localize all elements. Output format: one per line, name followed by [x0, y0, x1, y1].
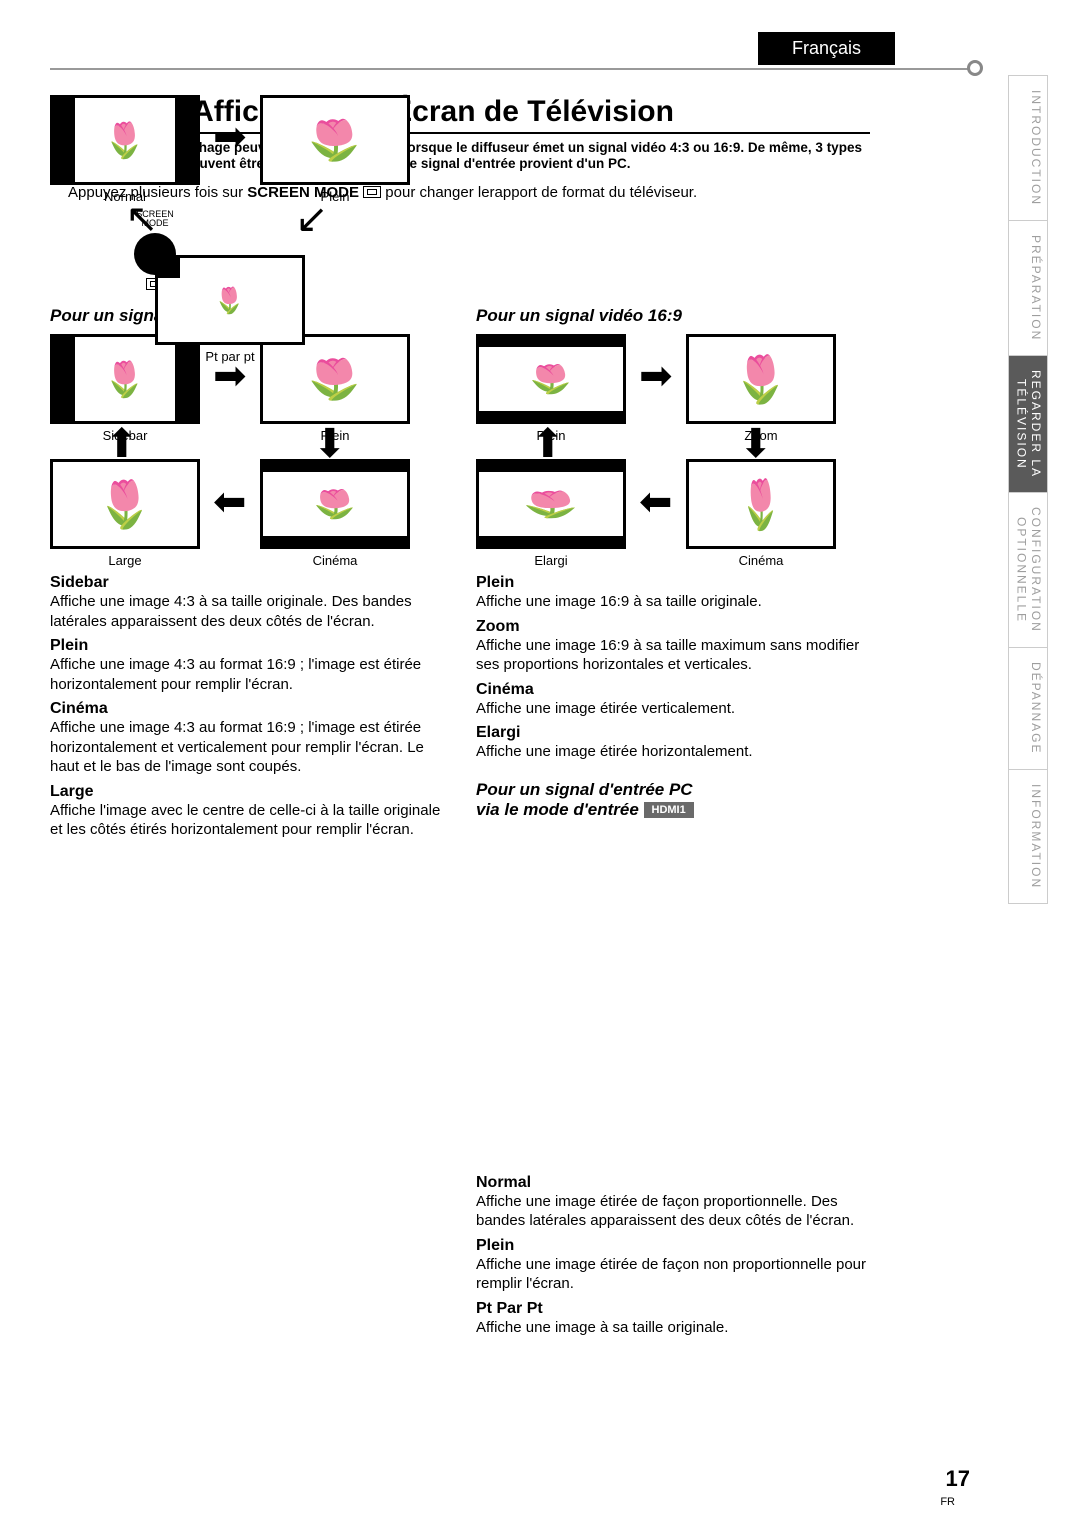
label-ptparpt: Pt par pt	[155, 349, 305, 364]
term: Large	[50, 783, 444, 801]
col-16-9: Pour un signal vidéo 16:9 🌷 Plein 🌷 Zoom…	[476, 306, 870, 1337]
instr-post: pour changer lerapport de format du télé…	[381, 184, 697, 201]
desc: Affiche une image 16:9 à sa taille origi…	[476, 592, 870, 612]
arrow-down-icon: ⬇	[739, 424, 773, 464]
tab-configuration[interactable]: CONFIGURATION OPTIONNELLE	[1008, 492, 1048, 647]
arrow-up-icon: ⬆	[531, 424, 565, 464]
term: Cinéma	[476, 681, 870, 699]
tulip-icon: 🌷	[511, 492, 591, 517]
term: Plein	[50, 637, 444, 655]
tab-preparation[interactable]: PRÉPARATION	[1008, 220, 1048, 355]
desc: Affiche une image à sa taille originale.	[476, 1318, 870, 1338]
mode-large: LargeAffiche l'image avec le centre de c…	[50, 783, 444, 840]
tulip-icon: 🌷	[298, 120, 372, 159]
tulip-icon: 🌷	[305, 490, 365, 518]
subhead-16-9: Pour un signal vidéo 16:9	[476, 306, 870, 326]
tv-plein: 🌷	[476, 334, 626, 424]
cycle-diagram-pc: 🌷 Normal 🌷 Plein 🌷 Pt par pt ➡ ↖ ↙	[476, 828, 846, 1168]
page-language: FR	[940, 1496, 955, 1508]
tulip-icon: 🌷	[214, 287, 246, 312]
arrow-right-icon: ➡	[213, 117, 247, 157]
label-cinema: Cinéma	[260, 553, 410, 568]
term: Plein	[476, 574, 870, 592]
mode-cinema: CinémaAffiche une image 4:3 au format 16…	[50, 700, 444, 777]
pc-head2: via le mode d'entrée	[476, 800, 644, 819]
mode-plein: PleinAffiche une image étirée de façon n…	[476, 1237, 870, 1294]
header-rule	[50, 68, 975, 70]
tv-plein: 🌷	[260, 95, 410, 185]
tab-line1: REGARDER LA	[1029, 370, 1043, 478]
term: Sidebar	[50, 574, 444, 592]
tv-sidebar: 🌷	[50, 334, 200, 424]
arrow-right-icon: ➡	[639, 356, 673, 396]
desc: Affiche l'image avec le centre de celle-…	[50, 801, 444, 840]
desc: Affiche une image 16:9 à sa taille maxim…	[476, 636, 870, 675]
term: Zoom	[476, 618, 870, 636]
term: Pt Par Pt	[476, 1300, 870, 1318]
tv-plein: 🌷	[260, 334, 410, 424]
desc: Affiche une image étirée de façon non pr…	[476, 1255, 870, 1294]
term: Plein	[476, 1237, 870, 1255]
tab-line2: TÉLÉVISION	[1015, 379, 1029, 470]
term: Cinéma	[50, 700, 444, 718]
cycle-diagram-4-3: 🌷 Sidebar 🌷 Plein 🌷 Large 🌷 Cinéma ➡ ⬇ ⬅…	[50, 334, 420, 564]
arrow-down-left-icon: ↙	[295, 199, 329, 239]
mode-plein: PleinAffiche une image 16:9 à sa taille …	[476, 574, 870, 612]
tab-line2: OPTIONNELLE	[1015, 517, 1029, 623]
tab-line1: CONFIGURATION	[1029, 507, 1043, 633]
mode-cinema: CinémaAffiche une image étirée verticale…	[476, 681, 870, 719]
desc: Affiche une image étirée de façon propor…	[476, 1192, 870, 1231]
tulip-icon: 🌷	[104, 123, 147, 158]
page-number: 17	[946, 1466, 970, 1492]
desc: Affiche une image 4:3 au format 16:9 ; l…	[50, 718, 444, 777]
mode-ptparpt: Pt Par PtAffiche une image à sa taille o…	[476, 1300, 870, 1338]
arrow-down-icon: ⬇	[313, 424, 347, 464]
tv-normal: 🌷	[50, 95, 200, 185]
label-plein: Plein	[260, 189, 410, 204]
mode-sidebar: SidebarAffiche une image 4:3 à sa taille…	[50, 574, 444, 631]
desc: Affiche une image 4:3 au format 16:9 ; l…	[50, 655, 444, 694]
arrow-left-icon: ⬅	[639, 482, 673, 522]
term: Normal	[476, 1174, 870, 1192]
tulip-icon: 🌷	[298, 360, 372, 399]
mode-zoom: ZoomAffiche une image 16:9 à sa taille m…	[476, 618, 870, 675]
tab-regarder-television[interactable]: REGARDER LA TÉLÉVISION	[1008, 355, 1048, 492]
label-elargi: Elargi	[476, 553, 626, 568]
tv-elargi: 🌷	[476, 459, 626, 549]
tv-ptparpt: 🌷	[155, 255, 305, 345]
term: Elargi	[476, 724, 870, 742]
arrow-up-icon: ⬆	[105, 424, 139, 464]
tv-zoom: 🌷	[686, 334, 836, 424]
tulip-icon: 🌷	[732, 356, 789, 402]
tv-cinema: 🌷	[260, 459, 410, 549]
desc: Affiche une image 4:3 à sa taille origin…	[50, 592, 444, 631]
mode-plein: PleinAffiche une image 4:3 au format 16:…	[50, 637, 444, 694]
section-tabs: INTRODUCTION PRÉPARATION REGARDER LA TÉL…	[1008, 75, 1048, 904]
col-4-3: Pour un signal vidéo 4:3 🌷 Sidebar 🌷 Ple…	[50, 306, 444, 1337]
label-large: Large	[50, 553, 200, 568]
hdmi-badge: HDMI1	[644, 802, 694, 818]
tulip-icon: 🌷	[521, 365, 581, 393]
tulip-icon: 🌷	[104, 362, 147, 397]
pc-head1: Pour un signal d'entrée PC	[476, 780, 693, 799]
tv-large: 🌷	[50, 459, 200, 549]
label-cinema: Cinéma	[686, 553, 836, 568]
mode-normal: NormalAffiche une image étirée de façon …	[476, 1174, 870, 1231]
tulip-icon: 🌷	[740, 480, 781, 528]
desc: Affiche une image étirée verticalement.	[476, 699, 870, 719]
language-tab: Français	[758, 32, 895, 65]
tv-cinema: 🌷	[686, 459, 836, 549]
page-content: Mode d'Affichage sur Écran de Télévision…	[50, 95, 870, 1337]
desc: Affiche une image étirée horizontalement…	[476, 742, 870, 762]
tab-depannage[interactable]: DÉPANNAGE	[1008, 647, 1048, 768]
tab-information[interactable]: INFORMATION	[1008, 769, 1048, 904]
mode-elargi: ElargiAffiche une image étirée horizonta…	[476, 724, 870, 762]
cycle-diagram-16-9: 🌷 Plein 🌷 Zoom 🌷 Elargi 🌷 Cinéma ➡ ⬇ ⬅ ⬆	[476, 334, 846, 564]
subhead-pc: Pour un signal d'entrée PC via le mode d…	[476, 780, 870, 820]
arrow-up-left-icon: ↖	[125, 199, 159, 239]
tab-introduction[interactable]: INTRODUCTION	[1008, 75, 1048, 220]
tulip-icon: 🌷	[96, 481, 153, 527]
header-dot	[967, 60, 983, 76]
arrow-left-icon: ⬅	[213, 482, 247, 522]
